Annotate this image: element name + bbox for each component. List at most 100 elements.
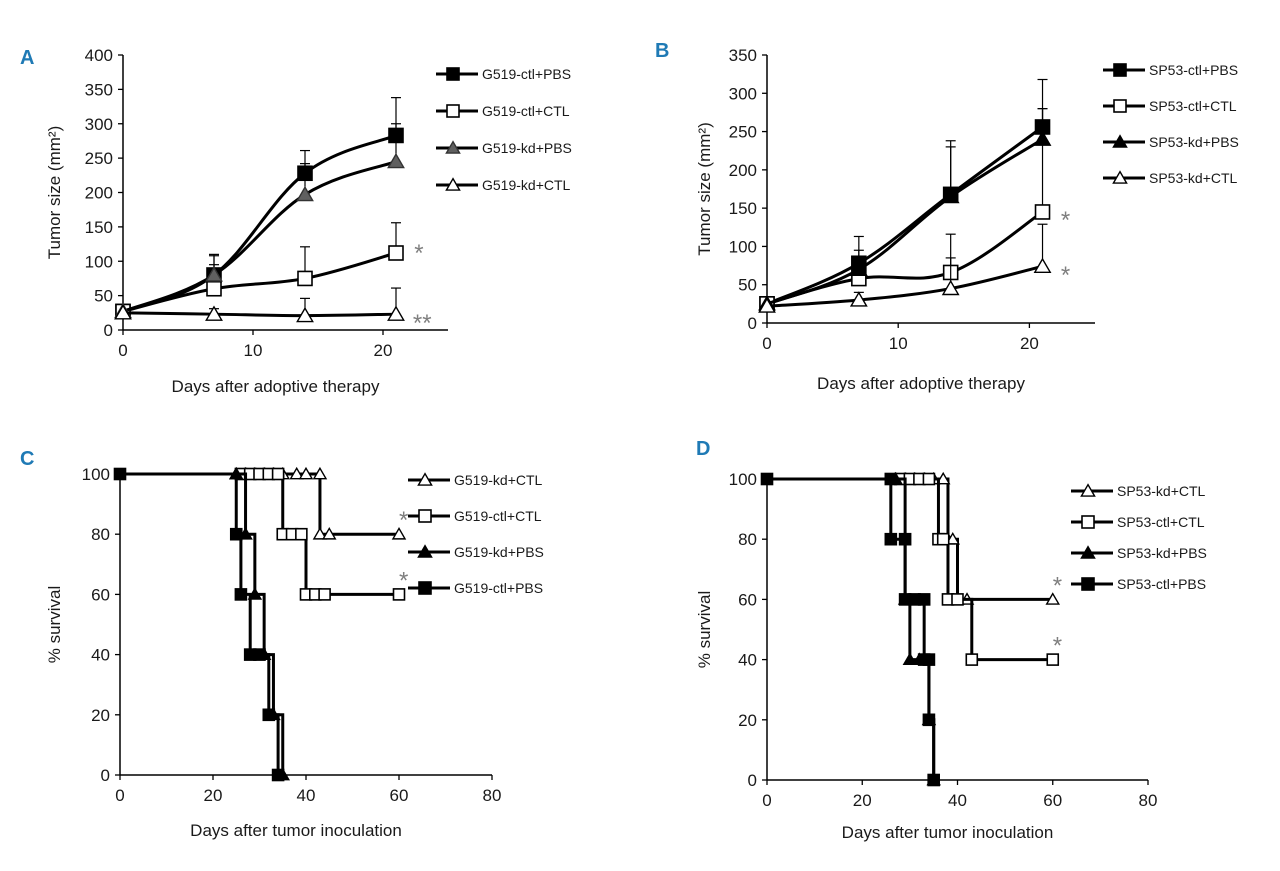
data-point [297,270,313,287]
data-point [229,527,243,541]
data-point [205,305,223,321]
legend-label: SP53-ctl+PBS [1149,62,1238,78]
series-line [766,137,1044,306]
legend-label: SP53-kd+CTL [1149,170,1238,186]
survival-step-line [120,472,280,775]
legend-label: SP53-ctl+PBS [1117,576,1206,592]
data-point [1033,130,1052,146]
legend-marker [445,177,461,191]
y-tick-label: 50 [738,276,757,295]
legend-marker [418,509,432,523]
data-point [922,653,936,666]
y-tick-label: 350 [85,80,113,99]
legend-label: G519-kd+CTL [482,177,571,193]
panel-label: A [20,47,34,69]
y-tick-label: 150 [85,218,113,237]
data-point [927,773,940,787]
data-point [113,467,127,481]
legend-marker [417,544,433,558]
legend-label: G519-kd+PBS [482,140,572,156]
legend-marker [1113,99,1127,113]
x-tick-label: 0 [762,791,771,810]
data-point [1046,653,1060,666]
data-point [296,185,314,202]
legend-label: G519-kd+CTL [454,472,543,488]
x-tick-label: 40 [297,786,316,805]
survival-step-line [120,472,399,536]
x-tick-label: 0 [115,786,124,805]
series-line [122,160,397,313]
survival-step-line [120,472,285,775]
x-tick-label: 20 [374,341,393,360]
panel-label: C [20,448,34,470]
legend-marker [1112,134,1128,148]
series-sp53-kd-ctl [767,471,1061,605]
series-line [122,251,397,313]
significance-marker: * [1053,633,1062,660]
legend-marker [446,104,460,118]
panel-d: D 0 20 40 60 80 100 0 20 40 60 80 Days after tumor i… [695,438,1207,842]
data-point [902,652,918,665]
x-axis-title: Days after tumor inoculation [190,821,402,840]
y-tick-label: 40 [738,651,757,670]
series-line [766,264,1043,308]
x-tick-label: 10 [244,341,263,360]
legend-label: SP53-ctl+CTL [1117,514,1205,530]
legend-label: G519-ctl+CTL [482,103,570,119]
x-tick-label: 0 [118,341,127,360]
data-point [1033,257,1052,273]
data-point [391,527,407,540]
y-tick-label: 100 [85,252,113,271]
series-sp53-ctl-pbs [760,472,940,787]
y-tick-label: 100 [729,237,757,256]
y-tick-label: 20 [738,711,757,730]
data-point [234,588,248,601]
series-g519-kd-ctl [114,287,405,323]
data-point [296,306,314,323]
data-point [922,713,936,727]
data-point [206,280,222,297]
legend-marker [1081,577,1095,591]
y-tick-label: 50 [94,287,113,306]
y-axis-title: Tumor size (mm²) [695,122,714,255]
y-tick-label: 250 [729,123,757,142]
series-g519-ctl-pbs [115,97,404,320]
data-point [271,768,285,782]
y-axis-title: % survival [695,591,714,668]
x-axis-title: Days after adoptive therapy [172,377,380,396]
y-tick-label: 0 [748,314,757,333]
data-point [1045,592,1061,605]
y-tick-label: 0 [104,321,113,340]
y-tick-label: 400 [85,46,113,65]
data-point [318,588,331,601]
data-point [321,527,337,540]
series-g519-kd-pbs [114,123,405,319]
y-tick-label: 300 [85,115,113,134]
y-tick-label: 200 [729,161,757,180]
significance-marker: * [399,567,408,594]
data-point [849,291,868,307]
x-tick-label: 40 [948,791,967,810]
series-sp53-ctl-ctl [759,107,1051,312]
data-point [247,587,263,600]
data-point [387,305,405,321]
series-g519-ctl-ctl [115,222,404,320]
data-point [898,532,912,546]
panel-label: D [696,438,710,460]
y-tick-label: 40 [91,646,110,665]
x-axis-title: Days after adoptive therapy [817,374,1025,393]
y-tick-label: 100 [82,465,110,484]
legend-marker [1080,545,1096,559]
data-point [262,708,276,722]
y-tick-label: 60 [738,590,757,609]
significance-marker: * [1061,207,1070,234]
survival-step-line [767,477,1053,662]
data-point [271,467,285,481]
data-point [945,532,961,545]
legend-marker [1080,483,1096,497]
data-point [312,527,328,540]
legend-marker [418,581,432,595]
x-tick-label: 20 [1020,334,1039,353]
y-tick-label: 350 [729,46,757,65]
x-axis-title: Days after tumor inoculation [842,823,1054,842]
